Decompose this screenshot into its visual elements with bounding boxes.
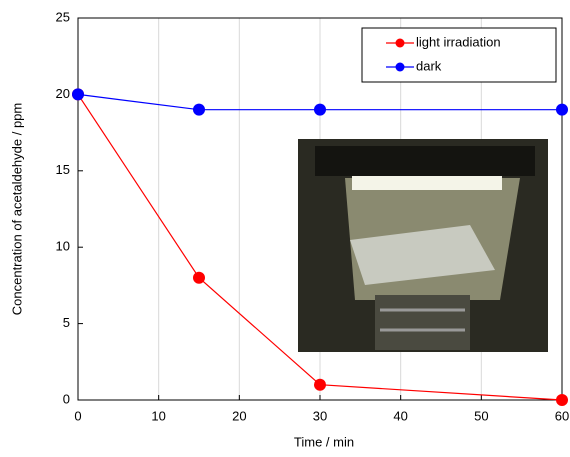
x-tick-label: 50 bbox=[474, 408, 488, 423]
y-tick-label: 0 bbox=[63, 391, 70, 406]
x-tick-label: 60 bbox=[555, 408, 569, 423]
data-point bbox=[72, 88, 84, 101]
y-tick-label: 20 bbox=[56, 86, 70, 101]
x-tick-label: 40 bbox=[393, 408, 407, 423]
y-tick-label: 5 bbox=[63, 315, 70, 330]
y-tick-label: 25 bbox=[56, 9, 70, 24]
data-point bbox=[556, 103, 568, 116]
legend-label: dark bbox=[416, 58, 442, 73]
data-point bbox=[193, 271, 205, 284]
legend-label: light irradiation bbox=[416, 34, 501, 49]
x-tick-label: 30 bbox=[313, 408, 327, 423]
x-tick-label: 20 bbox=[232, 408, 246, 423]
data-point bbox=[556, 394, 568, 406]
y-tick-label: 10 bbox=[56, 239, 70, 254]
x-tick-label: 0 bbox=[74, 408, 81, 423]
data-point bbox=[193, 103, 205, 116]
legend: light irradiation dark bbox=[361, 27, 557, 83]
series-line bbox=[77, 94, 563, 401]
x-axis-label: Time / min bbox=[294, 434, 354, 449]
series-line bbox=[77, 93, 562, 111]
legend-marker bbox=[395, 62, 405, 72]
y-tick-label: 15 bbox=[56, 162, 70, 177]
plot-frame bbox=[77, 17, 563, 401]
x-tick-label: 10 bbox=[151, 408, 165, 423]
y-axis-label: Concentration of acetaldehyde / ppm bbox=[9, 103, 24, 315]
data-point bbox=[314, 103, 326, 116]
legend-marker bbox=[395, 38, 405, 48]
legend-box bbox=[361, 27, 557, 83]
photo-inset bbox=[298, 139, 548, 352]
data-point bbox=[314, 378, 326, 391]
